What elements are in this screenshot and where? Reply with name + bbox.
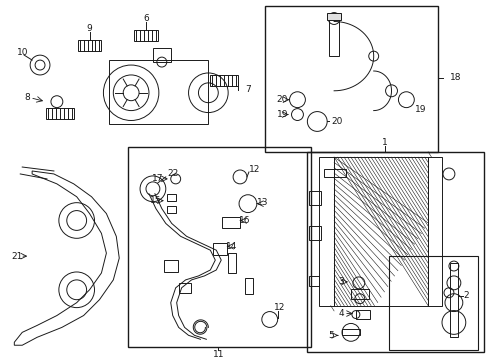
Bar — [210, 75, 238, 86]
Bar — [307, 152, 483, 352]
Bar — [128, 147, 311, 347]
Bar — [134, 30, 158, 41]
Bar — [264, 6, 437, 152]
Bar — [355, 310, 369, 319]
Bar — [309, 226, 321, 240]
Bar — [163, 260, 177, 272]
Text: 17: 17 — [152, 174, 163, 183]
Text: 22: 22 — [167, 170, 178, 179]
Text: 4: 4 — [338, 309, 343, 318]
Bar — [309, 191, 321, 204]
Text: 19: 19 — [414, 105, 425, 114]
Bar — [78, 40, 101, 51]
Bar — [244, 278, 252, 294]
Text: 10: 10 — [17, 48, 28, 57]
Bar — [388, 256, 477, 350]
Text: 6: 6 — [143, 14, 148, 23]
Text: 12: 12 — [249, 165, 260, 174]
Text: 9: 9 — [86, 24, 92, 33]
Text: 12: 12 — [273, 303, 285, 312]
Text: 13: 13 — [257, 198, 268, 207]
Bar — [427, 157, 441, 306]
Text: 21: 21 — [12, 252, 23, 261]
Bar — [341, 329, 359, 335]
Bar — [46, 108, 74, 118]
Bar — [328, 18, 338, 56]
Text: 19: 19 — [276, 110, 288, 119]
Text: 5: 5 — [327, 331, 333, 340]
Text: 15: 15 — [150, 196, 162, 205]
Bar — [166, 206, 175, 212]
Bar — [309, 276, 319, 286]
Text: 14: 14 — [226, 242, 237, 251]
Bar — [178, 283, 190, 293]
Text: 20: 20 — [275, 95, 287, 104]
Text: 8: 8 — [24, 93, 30, 102]
Text: 1: 1 — [381, 138, 386, 147]
Text: 3: 3 — [338, 277, 343, 286]
Text: 16: 16 — [239, 216, 250, 225]
Bar — [319, 157, 333, 306]
Bar — [333, 157, 427, 306]
Bar — [166, 194, 175, 201]
Bar — [449, 263, 457, 337]
Bar — [324, 169, 346, 177]
Text: 11: 11 — [212, 350, 224, 359]
Bar — [153, 48, 170, 62]
Bar — [350, 289, 368, 299]
Text: 20: 20 — [331, 117, 342, 126]
Bar — [222, 216, 240, 228]
Bar — [228, 253, 236, 273]
Bar — [213, 243, 227, 255]
Bar — [326, 13, 340, 21]
Text: 2: 2 — [462, 291, 468, 300]
Text: 18: 18 — [449, 73, 461, 82]
Text: 7: 7 — [244, 85, 250, 94]
Bar — [109, 60, 208, 125]
